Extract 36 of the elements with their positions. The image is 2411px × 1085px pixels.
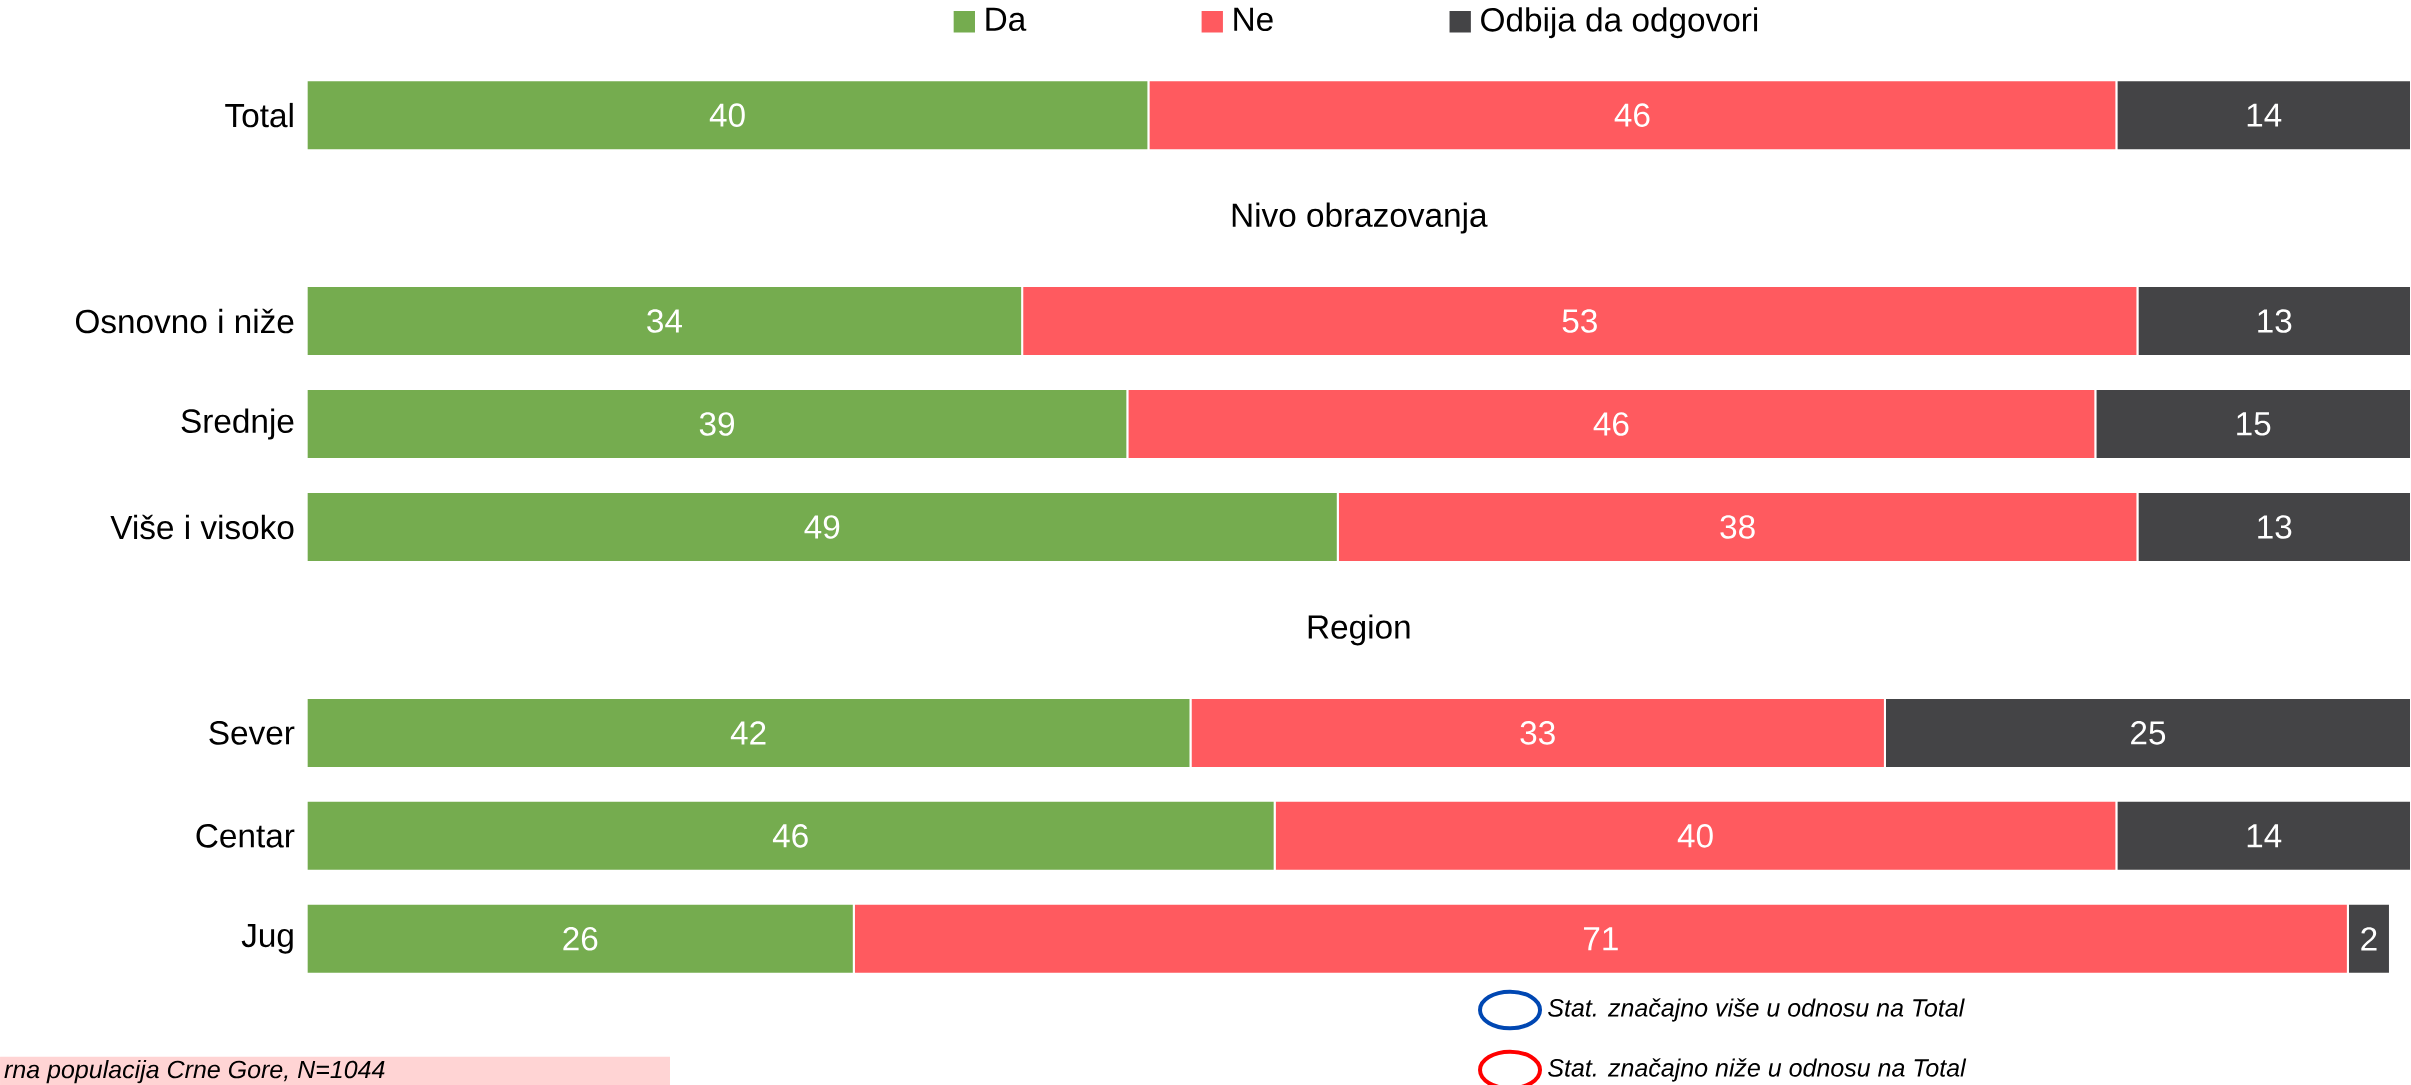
text: Stat. značajno niže u odnosu na Total — [1548, 1058, 1967, 1082]
data-label: 25 — [2131, 721, 2166, 745]
data-label: 53 — [1562, 309, 1597, 333]
legend-label: Da — [986, 7, 1027, 32]
data-label: 26 — [563, 927, 598, 951]
data-label: 39 — [699, 412, 735, 436]
data-label: 13 — [2258, 515, 2292, 539]
data-label: 15 — [2237, 412, 2271, 436]
y-tick-label: Srednje — [181, 408, 294, 440]
data-label: 34 — [647, 309, 682, 333]
data-label: 46 — [1614, 103, 1650, 127]
data-label: 14 — [2247, 824, 2282, 848]
data-label: 14 — [2247, 103, 2282, 127]
annotation: Region — [1308, 614, 1410, 646]
y-tick-label: Centar — [196, 824, 295, 848]
data-label: 49 — [804, 515, 840, 539]
y-tick-label: Jug — [241, 923, 293, 954]
data-label: 2 — [2361, 927, 2377, 951]
data-label: 71 — [1584, 927, 1618, 951]
annotation: Nivo obrazovanja — [1232, 202, 1488, 234]
legend-label: Odbija da odgovori — [1481, 7, 1758, 39]
y-tick-label: Više i visoko — [110, 514, 294, 540]
legend-label: Ne — [1234, 7, 1273, 32]
y-tick-label: Total — [225, 102, 293, 128]
data-label: 46 — [772, 824, 808, 848]
text: Stat. značajno više u odnosu na Total — [1548, 998, 1965, 1022]
y-tick-label: Osnovno i niže — [75, 308, 294, 334]
y-tick-label: Sever — [209, 721, 295, 745]
data-label: 42 — [730, 721, 766, 745]
data-label: 46 — [1593, 412, 1629, 436]
data-label: 40 — [1677, 824, 1713, 848]
data-label: 38 — [1720, 515, 1755, 539]
data-label: 13 — [2258, 309, 2292, 333]
data-label: 33 — [1520, 721, 1555, 745]
text: rna populacija Crne Gore, N=1044 — [4, 1060, 385, 1084]
data-label: 40 — [709, 103, 745, 127]
